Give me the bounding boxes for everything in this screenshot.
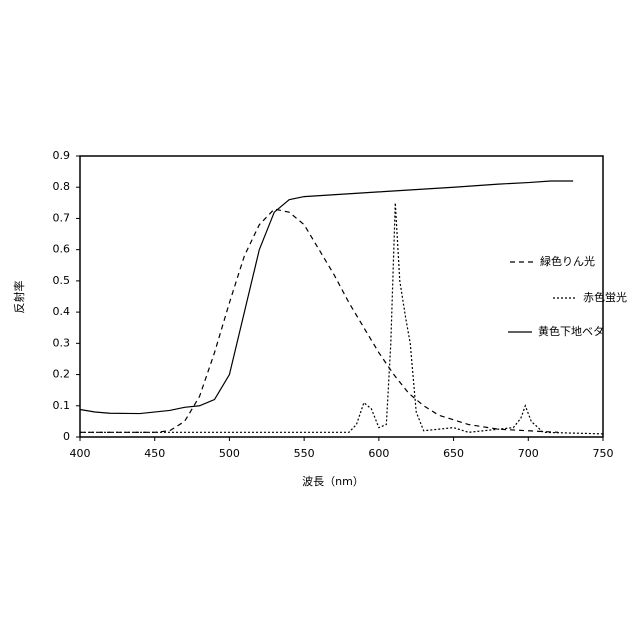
y-tick-label: 0.6 [53, 243, 71, 256]
x-tick-label: 650 [443, 447, 464, 460]
x-tick-label: 700 [518, 447, 539, 460]
plot-frame [80, 156, 603, 437]
series-line [80, 203, 603, 434]
legend-label: 赤色蛍光 [583, 290, 627, 304]
y-tick-label: 0.3 [53, 336, 71, 349]
y-axis-label: 反射率 [12, 281, 26, 314]
x-tick-label: 750 [593, 447, 614, 460]
legend-label: 緑色りん光 [540, 254, 595, 268]
x-tick-label: 600 [368, 447, 389, 460]
y-tick-label: 0.5 [53, 274, 71, 287]
y-tick-label: 0.9 [53, 149, 71, 162]
y-tick-label: 0.8 [53, 180, 71, 193]
series-line [80, 181, 573, 414]
y-tick-label: 0 [63, 430, 70, 443]
x-tick-label: 550 [294, 447, 315, 460]
x-axis-label: 波長（nm） [302, 475, 364, 488]
y-tick-label: 0.1 [53, 399, 71, 412]
x-tick-label: 500 [219, 447, 240, 460]
legend-label: 黄色下地ベタ [538, 324, 604, 338]
y-tick-label: 0.7 [53, 211, 71, 224]
y-tick-label: 0.2 [53, 368, 71, 381]
y-tick-label: 0.4 [53, 305, 71, 318]
x-tick-label: 450 [144, 447, 165, 460]
x-tick-label: 400 [70, 447, 91, 460]
series-line [80, 209, 558, 432]
chart: 反射率 波長（nm） 0 0.1 0.2 0.3 0.4 0.5 0.6 0.7 0.8 0.9 4… [0, 0, 640, 640]
